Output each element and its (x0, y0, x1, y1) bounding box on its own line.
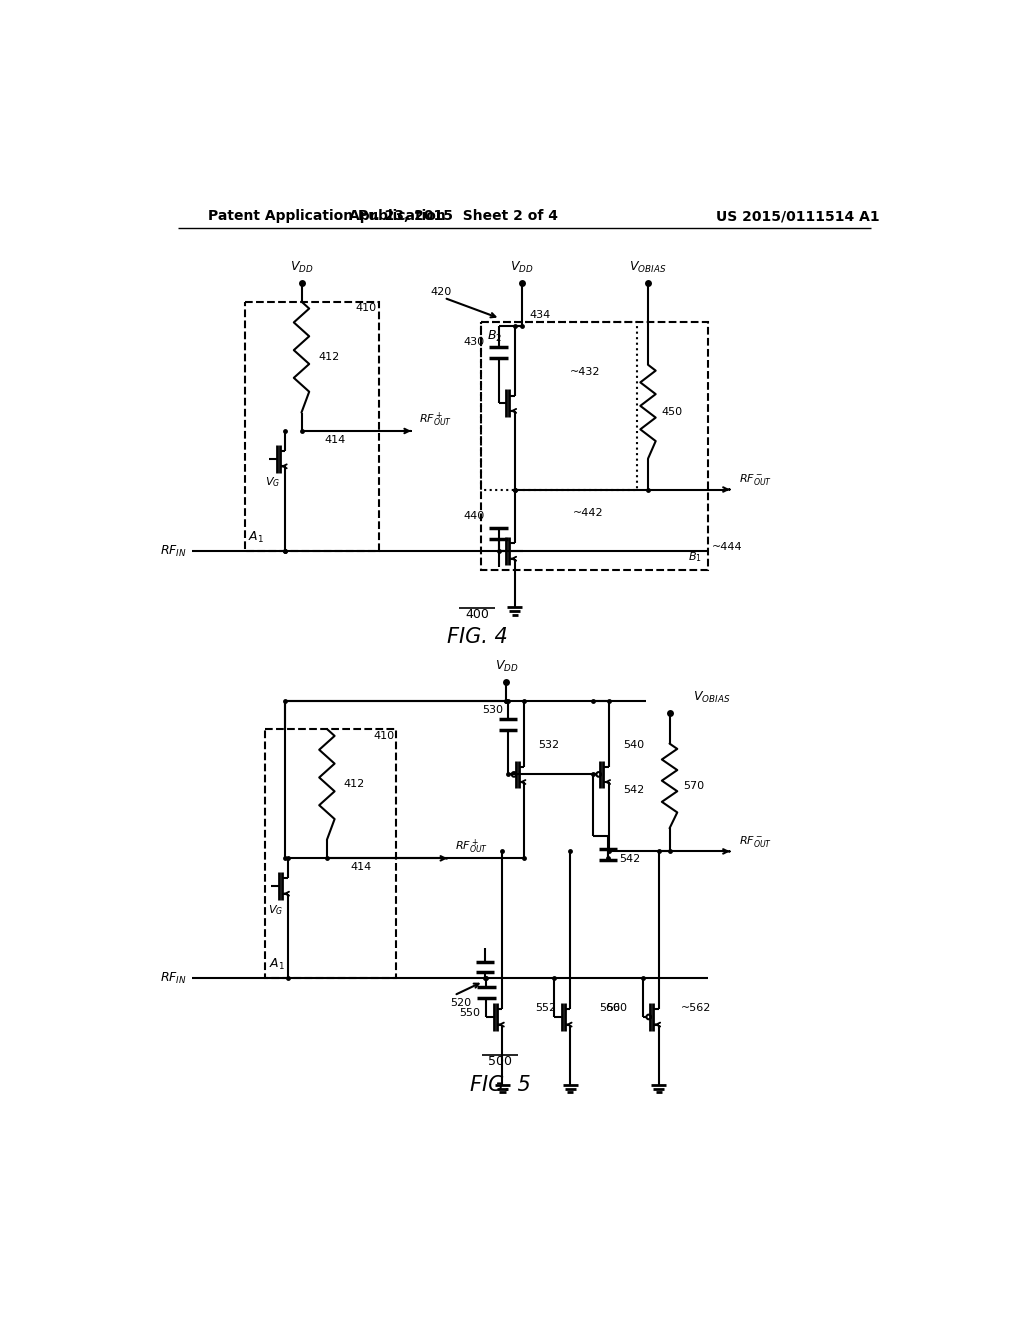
Text: ~432: ~432 (569, 367, 600, 378)
Text: 440: 440 (464, 511, 484, 521)
Text: FIG. 4: FIG. 4 (446, 627, 508, 647)
Text: 412: 412 (318, 352, 340, 362)
Text: 532: 532 (539, 741, 560, 750)
Text: 434: 434 (529, 310, 551, 321)
Text: $RF_{OUT}^+$: $RF_{OUT}^+$ (455, 838, 487, 855)
Text: 542: 542 (624, 785, 645, 795)
Text: Patent Application Publication: Patent Application Publication (208, 209, 445, 223)
Text: ~562: ~562 (681, 1003, 712, 1012)
Text: $RF_{OUT}^-$: $RF_{OUT}^-$ (739, 834, 772, 849)
Text: $A_1$: $A_1$ (269, 957, 285, 973)
Text: $V_G$: $V_G$ (265, 475, 281, 490)
Text: 412: 412 (344, 779, 366, 789)
Text: $RF_{OUT}^+$: $RF_{OUT}^+$ (419, 411, 452, 429)
Text: $V_{DD}$: $V_{DD}$ (510, 260, 534, 276)
Text: $V_{OBIAS}$: $V_{OBIAS}$ (630, 260, 667, 276)
Text: 420: 420 (431, 288, 453, 297)
Text: $B_1$: $B_1$ (688, 550, 701, 564)
Text: $V_{DD}$: $V_{DD}$ (495, 659, 518, 675)
Text: $RF_{IN}$: $RF_{IN}$ (160, 972, 186, 986)
Text: $A_1$: $A_1$ (249, 529, 264, 545)
Text: 414: 414 (350, 862, 372, 873)
Text: 410: 410 (374, 730, 394, 741)
Text: 430: 430 (464, 337, 484, 347)
Text: 560: 560 (599, 1003, 620, 1012)
Text: 540: 540 (624, 741, 644, 750)
Text: 570: 570 (683, 781, 705, 791)
Text: $V_{OBIAS}$: $V_{OBIAS}$ (692, 690, 730, 705)
Text: 550: 550 (459, 1008, 480, 1018)
Text: 500: 500 (488, 1056, 512, 1068)
Text: FIG. 5: FIG. 5 (470, 1074, 530, 1094)
Text: 542: 542 (618, 854, 640, 863)
Text: 400: 400 (465, 609, 489, 622)
Text: $V_G$: $V_G$ (267, 903, 283, 917)
Text: $V_{DD}$: $V_{DD}$ (290, 260, 313, 276)
Text: 520: 520 (451, 998, 471, 1007)
Text: Apr. 23, 2015  Sheet 2 of 4: Apr. 23, 2015 Sheet 2 of 4 (349, 209, 558, 223)
Text: 552: 552 (535, 1003, 556, 1012)
Text: $RF_{IN}$: $RF_{IN}$ (160, 544, 186, 558)
Text: $RF_{OUT}^-$: $RF_{OUT}^-$ (739, 473, 772, 487)
Text: US 2015/0111514 A1: US 2015/0111514 A1 (716, 209, 880, 223)
Text: $B_2$: $B_2$ (487, 329, 502, 343)
Text: 560: 560 (606, 1003, 628, 1012)
Text: ~442: ~442 (573, 508, 604, 517)
Text: 450: 450 (662, 407, 683, 417)
Text: ~444: ~444 (712, 543, 742, 552)
Text: 530: 530 (482, 705, 503, 715)
Text: 410: 410 (355, 304, 377, 313)
Text: 414: 414 (325, 434, 346, 445)
